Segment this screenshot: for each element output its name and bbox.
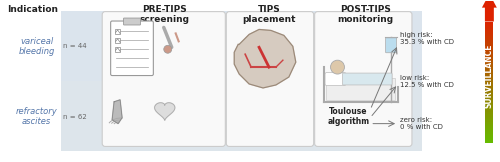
Polygon shape	[112, 100, 122, 124]
Text: PRE-TIPS
screening: PRE-TIPS screening	[140, 5, 190, 24]
Text: high risk:
35.3 % with CD: high risk: 35.3 % with CD	[400, 32, 454, 45]
Circle shape	[330, 60, 344, 74]
FancyBboxPatch shape	[226, 12, 314, 146]
Circle shape	[164, 45, 172, 53]
Text: POST-TIPS
monitoring: POST-TIPS monitoring	[337, 5, 394, 24]
FancyBboxPatch shape	[325, 73, 346, 86]
Polygon shape	[154, 103, 175, 120]
Bar	[60, 81, 422, 151]
Text: variceal
bleeding: variceal bleeding	[18, 37, 55, 56]
Text: n = 62: n = 62	[62, 114, 86, 120]
FancyBboxPatch shape	[314, 12, 412, 146]
FancyBboxPatch shape	[110, 21, 154, 75]
Text: Indication: Indication	[7, 5, 58, 14]
FancyBboxPatch shape	[386, 38, 396, 53]
Bar	[326, 78, 395, 100]
FancyBboxPatch shape	[124, 18, 140, 25]
Text: SURVEILLANCE: SURVEILLANCE	[485, 43, 494, 108]
Bar	[115, 29, 120, 34]
Text: n = 44: n = 44	[62, 43, 86, 49]
Text: low risk:
12.5 % with CD: low risk: 12.5 % with CD	[400, 75, 454, 88]
Bar	[60, 11, 422, 81]
Polygon shape	[234, 29, 296, 88]
Text: refractory
ascites: refractory ascites	[16, 107, 58, 126]
FancyBboxPatch shape	[342, 73, 392, 85]
Bar	[115, 47, 120, 52]
Text: TIPS
placement: TIPS placement	[242, 5, 296, 24]
Bar	[115, 38, 120, 43]
FancyArrow shape	[482, 0, 497, 22]
FancyBboxPatch shape	[102, 12, 226, 146]
Text: zero risk:
0 % with CD: zero risk: 0 % with CD	[400, 117, 443, 130]
Text: Toulouse
algorithm: Toulouse algorithm	[328, 107, 370, 126]
